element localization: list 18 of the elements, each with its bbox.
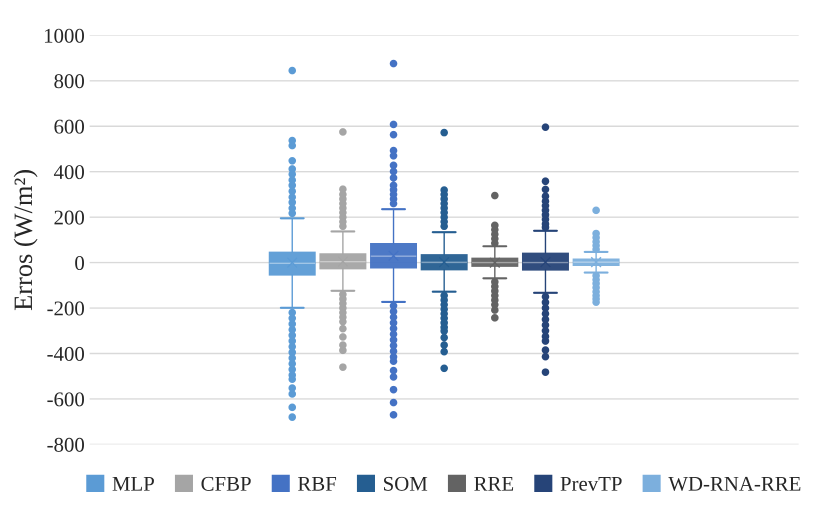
y-tick-label: -400 <box>47 346 84 361</box>
legend-label: WD-RNA-RRE <box>668 476 800 491</box>
y-tick-label: -800 <box>47 438 84 452</box>
y-axis-title: Erros (W/m²) <box>14 170 38 310</box>
y-tick-label: 200 <box>54 210 84 225</box>
legend-label: CFBP <box>201 476 251 491</box>
legend-label: SOM <box>384 476 428 491</box>
y-tick-label: 400 <box>54 165 84 180</box>
y-tick-label: 600 <box>54 120 84 134</box>
y-tick-label: 0 <box>75 256 84 270</box>
legend-label: RRE <box>474 476 514 491</box>
y-tick-label: 800 <box>54 74 84 88</box>
legend-label: RBF <box>298 476 336 491</box>
legend-label: MLP <box>112 476 154 491</box>
y-tick-label: -600 <box>47 392 84 406</box>
y-tick-label: 1000 <box>44 28 84 43</box>
y-tick-label: -200 <box>47 301 84 316</box>
legend-label: PrevTP <box>560 476 622 491</box>
